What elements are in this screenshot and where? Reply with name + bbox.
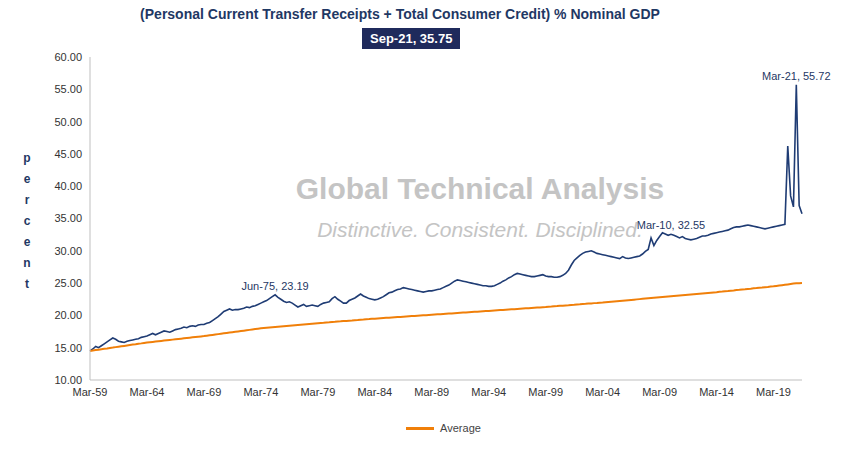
svg-text:Mar-69: Mar-69 — [186, 386, 221, 398]
html-text:n: n — [23, 256, 31, 270]
svg-text:40.00: 40.00 — [54, 180, 82, 192]
html-text:e: e — [23, 172, 31, 186]
svg-text:Mar-74: Mar-74 — [243, 386, 278, 398]
html-text:Distinctive. Consistent. Disci: Distinctive. Consistent. Disciplined. — [317, 218, 643, 241]
svg-text:Mar-64: Mar-64 — [130, 386, 165, 398]
svg-text:Mar-99: Mar-99 — [528, 386, 563, 398]
svg-text:Mar-09: Mar-09 — [642, 386, 677, 398]
html-text:Average: Average — [440, 422, 481, 434]
svg-text:55.00: 55.00 — [54, 83, 82, 95]
svg-text:60.00: 60.00 — [54, 51, 82, 63]
svg-text:50.00: 50.00 — [54, 116, 82, 128]
svg-text:Mar-94: Mar-94 — [471, 386, 506, 398]
svg-text:Mar-84: Mar-84 — [357, 386, 392, 398]
html-text:p: p — [23, 151, 31, 165]
svg-text:Mar-19: Mar-19 — [756, 386, 791, 398]
html-text:c: c — [23, 214, 31, 228]
svg-text:30.00: 30.00 — [54, 245, 82, 257]
html-text:(Personal Current Transfer Rec: (Personal Current Transfer Receipts + To… — [140, 6, 660, 22]
svg-text:Mar-04: Mar-04 — [585, 386, 620, 398]
html-text:Global Technical Analysis: Global Technical Analysis — [295, 172, 665, 205]
html-text:e: e — [23, 235, 31, 249]
svg-text:Mar-10, 32.55: Mar-10, 32.55 — [637, 219, 705, 231]
svg-text:35.00: 35.00 — [54, 212, 82, 224]
svg-text:Mar-14: Mar-14 — [699, 386, 734, 398]
html-text:t: t — [25, 277, 29, 291]
html-text:Sep-21, 35.75: Sep-21, 35.75 — [370, 31, 453, 46]
svg-text:Mar-59: Mar-59 — [73, 386, 108, 398]
svg-text:10.00: 10.00 — [54, 374, 82, 386]
html-text:r: r — [24, 193, 30, 207]
svg-text:20.00: 20.00 — [54, 309, 82, 321]
svg-text:Mar-89: Mar-89 — [414, 386, 449, 398]
svg-text:Mar-21, 55.72: Mar-21, 55.72 — [762, 70, 830, 82]
svg-text:25.00: 25.00 — [54, 277, 82, 289]
svg-text:Mar-79: Mar-79 — [300, 386, 335, 398]
svg-text:15.00: 15.00 — [54, 342, 82, 354]
svg-text:45.00: 45.00 — [54, 148, 82, 160]
svg-text:Jun-75, 23.19: Jun-75, 23.19 — [241, 280, 308, 292]
